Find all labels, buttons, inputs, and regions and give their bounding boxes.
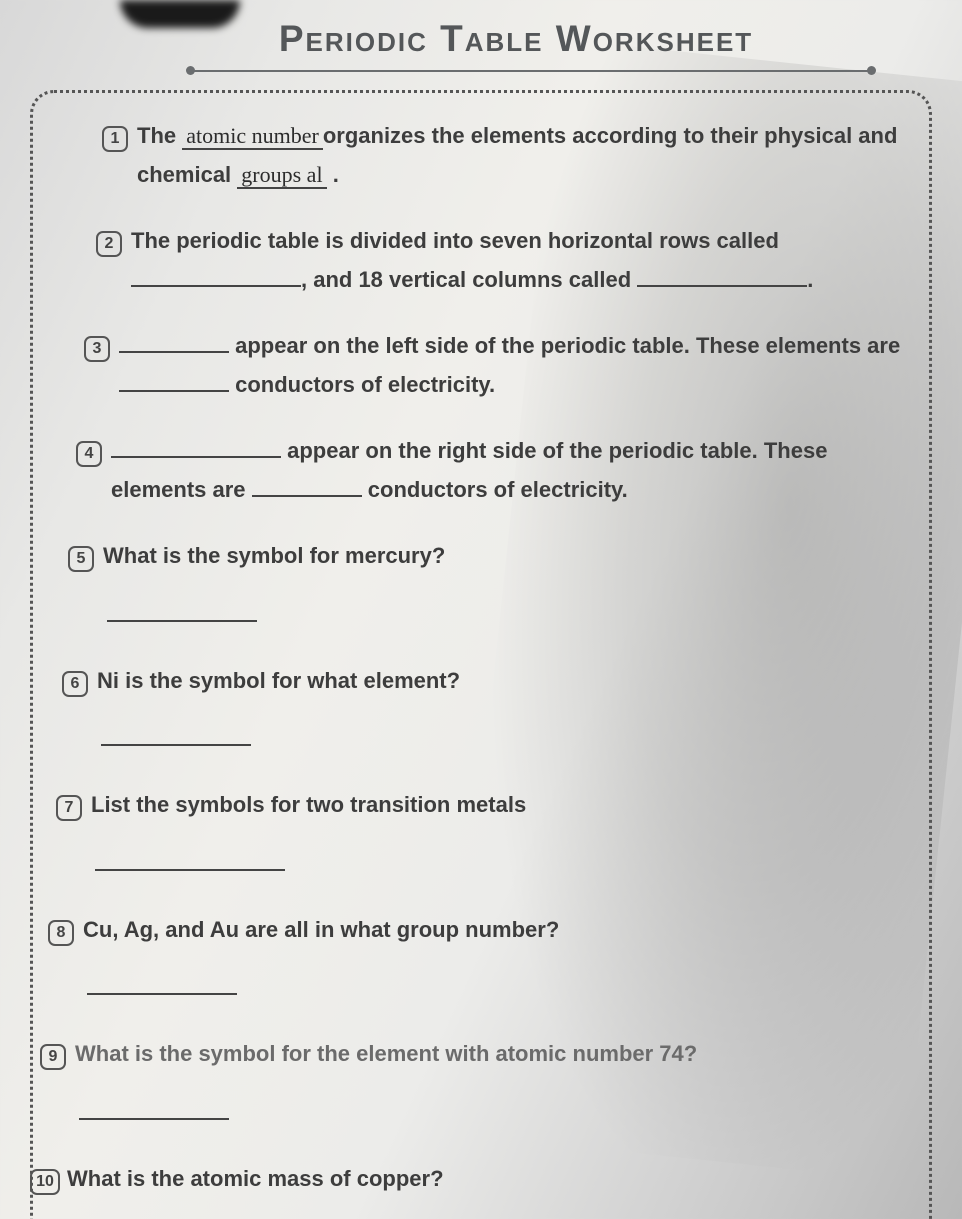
q3-blank2 xyxy=(119,367,229,391)
question-4: 4 appear on the right side of the period… xyxy=(67,432,909,509)
question-7: 7 List the symbols for two transition me… xyxy=(47,786,909,871)
q2-c: . xyxy=(807,267,813,292)
title-underline xyxy=(190,70,872,72)
worksheet-page: Periodic Table Worksheet 1 The atomic nu… xyxy=(0,0,962,1219)
q5-answer-line xyxy=(107,594,257,622)
q3-b: conductors of electricity. xyxy=(235,372,495,397)
q4-blank2 xyxy=(252,472,362,496)
qnum-4: 4 xyxy=(76,441,102,467)
question-2: 2 The periodic table is divided into sev… xyxy=(87,222,909,299)
q1-answer1: atomic number xyxy=(182,124,323,150)
question-6: 6 Ni is the symbol for what element? xyxy=(53,662,909,747)
q1-pre: The xyxy=(137,123,176,148)
q3-blank1 xyxy=(119,329,229,353)
qnum-9: 9 xyxy=(40,1044,66,1070)
qnum-10: 10 xyxy=(30,1169,60,1195)
question-8: 8 Cu, Ag, and Au are all in what group n… xyxy=(39,911,909,996)
q2-a: The periodic table is divided into seven… xyxy=(131,228,779,253)
q6-text: Ni is the symbol for what element? xyxy=(97,668,460,693)
question-9: 9 What is the symbol for the element wit… xyxy=(31,1035,909,1120)
qnum-3: 3 xyxy=(84,336,110,362)
q8-answer-line xyxy=(87,967,237,995)
q4-b: conductors of electricity. xyxy=(368,477,628,502)
qnum-6: 6 xyxy=(62,671,88,697)
qnum-8: 8 xyxy=(48,920,74,946)
q9-text: What is the symbol for the element with … xyxy=(75,1041,697,1066)
q5-text: What is the symbol for mercury? xyxy=(103,543,445,568)
question-10: 10 What is the atomic mass of copper? xyxy=(23,1160,909,1219)
qnum-1: 1 xyxy=(102,126,128,152)
question-3: 3 appear on the left side of the periodi… xyxy=(75,327,909,404)
q2-b: , and 18 vertical columns called xyxy=(301,267,631,292)
qnum-7: 7 xyxy=(56,795,82,821)
q1-answer2: groups al xyxy=(237,163,326,189)
q8-text: Cu, Ag, and Au are all in what group num… xyxy=(83,917,559,942)
q2-blank2 xyxy=(637,262,807,286)
q7-text: List the symbols for two transition meta… xyxy=(91,792,526,817)
q3-a: appear on the left side of the periodic … xyxy=(235,333,900,358)
question-5: 5 What is the symbol for mercury? xyxy=(59,537,909,622)
q10-text: What is the atomic mass of copper? xyxy=(67,1166,444,1191)
q9-answer-line xyxy=(79,1092,229,1120)
question-1: 1 The atomic numberorganizes the element… xyxy=(93,117,909,194)
q6-answer-line xyxy=(101,718,251,746)
q4-blank1 xyxy=(111,434,281,458)
q1-post: . xyxy=(333,162,339,187)
q2-blank1 xyxy=(131,262,301,286)
qnum-5: 5 xyxy=(68,546,94,572)
questions-container: 1 The atomic numberorganizes the element… xyxy=(30,90,932,1219)
qnum-2: 2 xyxy=(96,231,122,257)
q7-answer-line xyxy=(95,843,285,871)
page-title: Periodic Table Worksheet xyxy=(30,18,932,70)
